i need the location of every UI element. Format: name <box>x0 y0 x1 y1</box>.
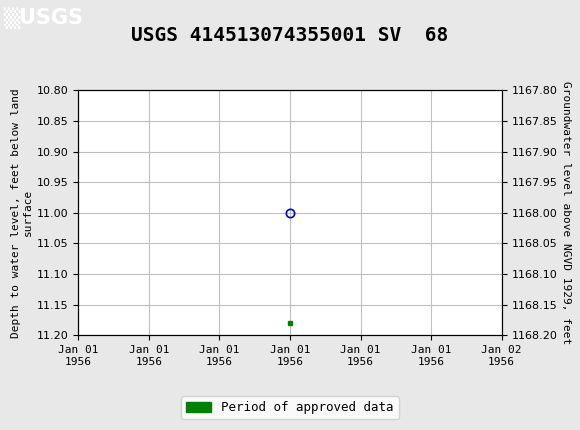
Text: ▒USGS: ▒USGS <box>3 7 83 29</box>
Legend: Period of approved data: Period of approved data <box>181 396 399 419</box>
Y-axis label: Groundwater level above NGVD 1929, feet: Groundwater level above NGVD 1929, feet <box>561 81 571 344</box>
Text: USGS 414513074355001 SV  68: USGS 414513074355001 SV 68 <box>132 26 448 45</box>
Y-axis label: Depth to water level, feet below land
surface: Depth to water level, feet below land su… <box>11 88 32 338</box>
